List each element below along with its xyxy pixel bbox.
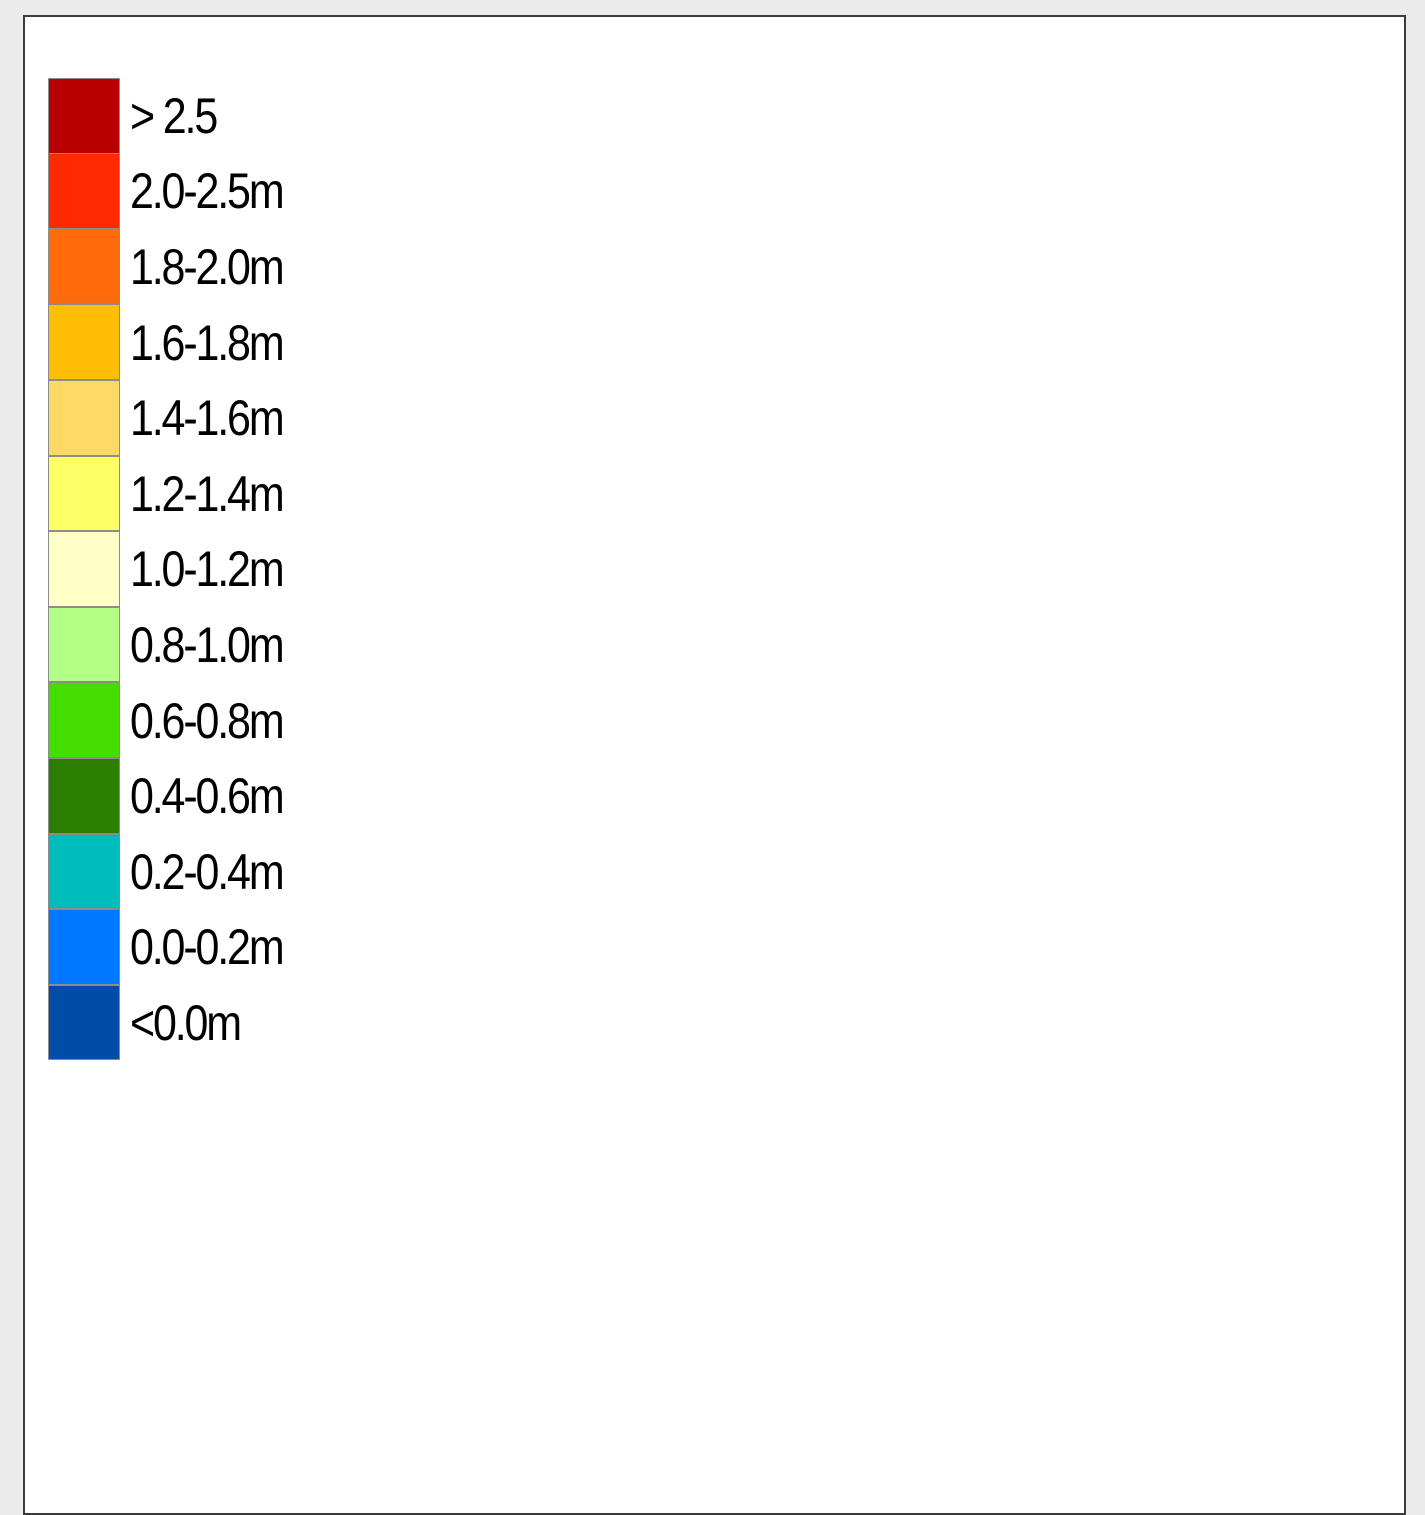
legend-label: 1.8-2.0m <box>130 238 285 295</box>
legend-label: 0.4-0.6m <box>130 768 285 825</box>
legend-swatch <box>48 833 120 910</box>
legend-swatch <box>48 909 120 985</box>
legend-swatch <box>48 304 120 380</box>
legend-label: 1.4-1.6m <box>130 390 285 447</box>
legend-swatch <box>48 757 120 834</box>
legend-swatch <box>48 380 120 456</box>
legend-item: 0.6-0.8m <box>48 682 307 759</box>
legend-label: 1.2-1.4m <box>130 465 285 522</box>
legend-item: 0.4-0.6m <box>48 757 307 834</box>
legend-item: 1.4-1.6m <box>48 380 307 456</box>
legend-swatch <box>48 228 120 305</box>
legend-item: 1.6-1.8m <box>48 304 307 381</box>
legend-label: 1.6-1.8m <box>130 314 285 371</box>
legend-item: 0.0-0.2m <box>48 909 307 986</box>
legend-swatch <box>48 682 120 758</box>
legend-item: 1.8-2.0m <box>48 228 307 305</box>
legend-item: 0.2-0.4m <box>48 833 307 910</box>
legend-label: 2.0-2.5m <box>130 163 285 220</box>
legend-label: 1.0-1.2m <box>130 541 285 598</box>
legend-label: 0.6-0.8m <box>130 692 285 749</box>
legend-item: 0.8-1.0m <box>48 606 307 683</box>
legend-label: > 2.5 <box>130 87 218 144</box>
legend-item: 1.0-1.2m <box>48 531 307 608</box>
legend-swatch <box>48 531 120 607</box>
legend-item: 2.0-2.5m <box>48 153 307 230</box>
legend-label: 0.0-0.2m <box>130 919 285 976</box>
legend-swatch <box>48 455 120 532</box>
legend-item: > 2.5 <box>48 78 307 154</box>
legend-label: <0.0m <box>130 994 242 1051</box>
legend-item: <0.0m <box>48 984 307 1061</box>
legend-item: 1.2-1.4m <box>48 455 307 532</box>
legend-swatch <box>48 153 120 229</box>
legend-swatch <box>48 606 120 683</box>
map-legend-panel <box>23 15 1406 1515</box>
legend-swatch <box>48 984 120 1061</box>
legend-label: 0.2-0.4m <box>130 843 285 900</box>
legend: > 2.5 2.0-2.5m 1.8-2.0m 1.6-1.8m 1.4-1.6… <box>48 78 307 1061</box>
legend-label: 0.8-1.0m <box>130 616 285 673</box>
legend-swatch <box>48 78 120 154</box>
